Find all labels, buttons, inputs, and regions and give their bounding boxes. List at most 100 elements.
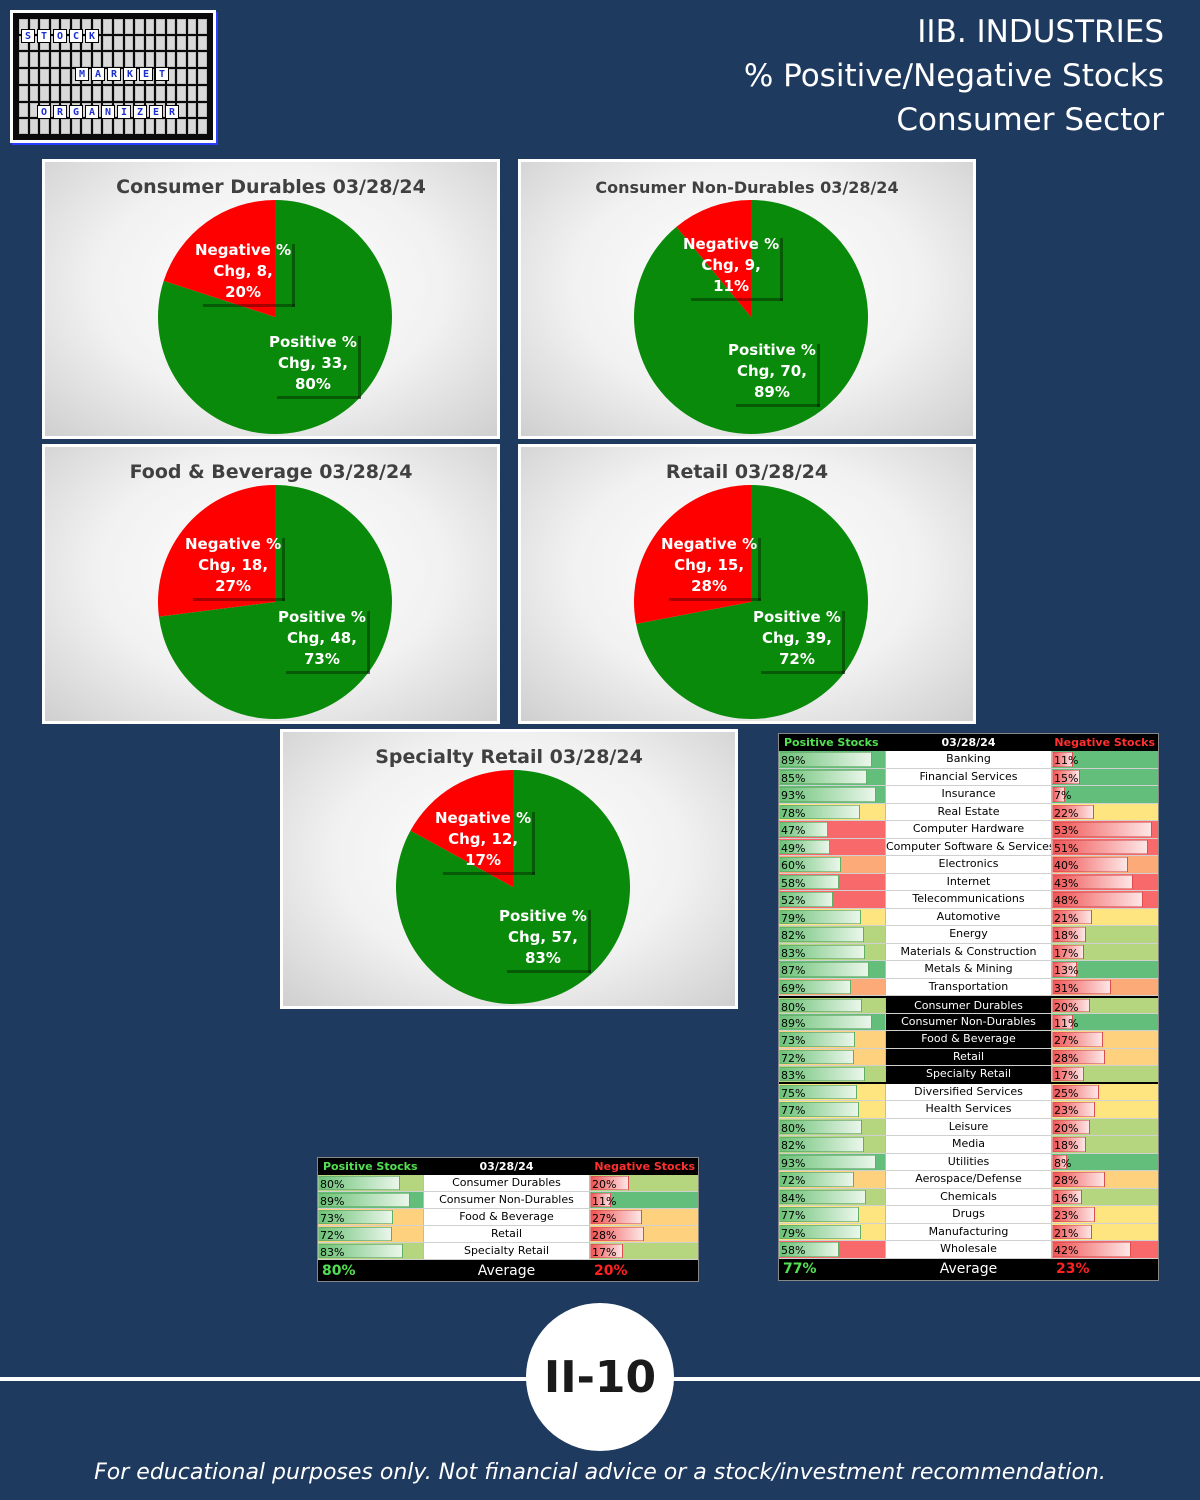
positive-value: 52% [781, 894, 806, 907]
logo-letter: A [91, 67, 105, 81]
positive-bar [779, 1119, 863, 1134]
label-name: Negative % [195, 241, 292, 259]
positive-cell: 72% [318, 1226, 423, 1242]
table-row: 73% Food & Beverage 27% [779, 1031, 1158, 1049]
positive-value: 72% [781, 1174, 806, 1187]
negative-value: 27% [592, 1212, 617, 1225]
positive-cell: 93% [779, 1153, 885, 1170]
logo-grid-cell [103, 85, 112, 101]
positive-value: 77% [781, 1209, 806, 1222]
negative-cell: 15% [1052, 768, 1158, 785]
positive-cell: 77% [779, 1101, 885, 1118]
average-label: Average [477, 1262, 536, 1279]
negative-bar [1052, 1119, 1090, 1134]
industry-name: Retail [423, 1226, 590, 1242]
industry-name: Materials & Construction [885, 943, 1052, 960]
negative-bar [1052, 1084, 1100, 1099]
positive-bar [779, 769, 868, 784]
label-shadow [758, 538, 762, 601]
negative-value: 13% [1054, 964, 1079, 977]
logo-letter: A [85, 105, 99, 119]
logo-grid-cell [71, 85, 81, 101]
logo-grid-cell [135, 85, 144, 101]
disclaimer: For educational purposes only. Not finan… [94, 1460, 1106, 1485]
positive-bar [779, 1102, 860, 1117]
logo-letter: R [53, 105, 67, 119]
logo-letter: O [37, 105, 51, 119]
negative-bar [1052, 1207, 1096, 1222]
industry-name: Health Services [885, 1101, 1052, 1118]
negative-bar [590, 1193, 612, 1207]
label-shadow [736, 404, 820, 407]
industry-name: Automotive [885, 908, 1052, 925]
chart-title: Consumer Non-Durables 03/28/24 [595, 178, 899, 197]
positive-data-label: Positive % Chg, 39, 72% [753, 607, 845, 674]
consumer-summary-table: Positive Stocks % 03/28/24 Negative Stoc… [317, 1157, 699, 1282]
positive-value: 82% [781, 1139, 806, 1152]
logo-grid-cell [19, 69, 28, 84]
positive-cell: 79% [779, 908, 885, 925]
negative-value: 28% [1054, 1174, 1079, 1187]
table-row: 83% Specialty Retail 17% [779, 1066, 1158, 1084]
positive-cell: 84% [779, 1188, 885, 1205]
negative-bar [1052, 1014, 1073, 1029]
logo-grid-cell [177, 19, 186, 34]
negative-value: 28% [1054, 1051, 1079, 1065]
table-row: 89% Consumer Non-Durables 11% [779, 1013, 1158, 1031]
positive-value: 58% [781, 876, 806, 890]
negative-bar [590, 1210, 643, 1224]
logo-grid-cell [124, 119, 134, 134]
positive-bar [779, 804, 861, 819]
industry-name: Consumer Non-Durables [885, 1013, 1052, 1030]
logo-grid-cell [198, 102, 207, 118]
logo-grid-cell [29, 69, 39, 84]
logo-letter: S [21, 29, 35, 43]
negative-value: 40% [1054, 859, 1079, 872]
logo-grid-cell [187, 85, 197, 101]
logo-grid-cell [156, 19, 165, 34]
positive-value: 84% [781, 1191, 806, 1205]
table-row: 80% Consumer Durables 20% [779, 996, 1158, 1014]
positive-bar [779, 962, 870, 977]
positive-data-label: Positive % Chg, 70, 89% [728, 340, 820, 407]
positive-bar [779, 1207, 860, 1222]
logo-grid-cell [29, 52, 39, 68]
industry-name: Metals & Mining [885, 961, 1052, 978]
label-count: Chg, 8, [213, 262, 273, 280]
header-positive: Positive Stocks % [323, 1160, 418, 1190]
negative-bar [1052, 1154, 1068, 1169]
negative-value: 48% [1054, 894, 1079, 907]
positive-value: 83% [781, 1069, 806, 1082]
negative-bar [1052, 1032, 1104, 1047]
label-percent: 73% [303, 650, 340, 668]
positive-cell: 80% [779, 1118, 885, 1135]
table-row: 72% Retail 28% [779, 1048, 1158, 1066]
negative-cell: 51% [1052, 838, 1158, 855]
logo-grid-cell [145, 52, 155, 68]
average-negative: 20% [594, 1262, 628, 1279]
positive-data-label: Positive % Chg, 57, 83% [499, 906, 591, 973]
label-count: Chg, 15, [674, 556, 745, 574]
label-shadow [443, 872, 536, 875]
positive-slice [636, 485, 868, 719]
negative-bar [1052, 769, 1081, 784]
negative-value: 51% [1054, 841, 1079, 855]
label-percent: 28% [691, 577, 727, 595]
negative-cell: 18% [1052, 1136, 1158, 1153]
positive-cell: 85% [779, 768, 885, 785]
negative-value: 18% [1054, 929, 1079, 942]
table-row: 93% Insurance 7% [779, 786, 1158, 804]
industries-table: Positive Stocks % 03/28/24 Negative Stoc… [778, 733, 1159, 1281]
pie-card-consumer-non-durables: Consumer Non-Durables 03/28/24 Negative … [518, 159, 976, 439]
negative-value: 11% [1054, 754, 1079, 767]
positive-cell: 83% [318, 1243, 423, 1259]
industry-name: Drugs [885, 1206, 1052, 1223]
negative-value: 21% [1054, 1226, 1079, 1240]
negative-cell: 28% [1052, 1048, 1158, 1065]
positive-value: 58% [781, 1244, 806, 1257]
negative-value: 11% [1054, 1016, 1079, 1030]
negative-value: 8% [1054, 1156, 1072, 1170]
logo-grid-cell [29, 85, 39, 101]
negative-data-label: Negative % Chg, 9, 11% [683, 234, 784, 301]
